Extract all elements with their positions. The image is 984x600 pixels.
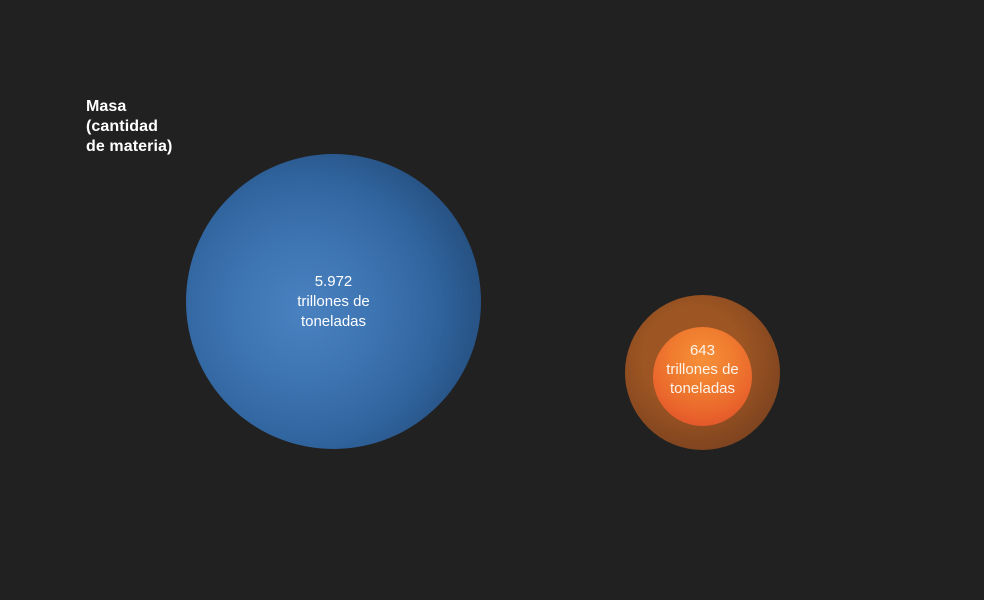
bubble-small-unit-line-2: toneladas <box>669 380 736 397</box>
bubble-small-value: 643 <box>689 342 715 359</box>
bubble-small-label: 643 trillones de toneladas <box>666 341 739 398</box>
chart-title-line-2: (cantidad <box>86 118 159 135</box>
bubble-large-unit-line-2: toneladas <box>300 312 367 330</box>
bubble-large: 5.972 trillones de toneladas <box>186 154 481 449</box>
chart-title-line-3: de materia) <box>86 138 173 155</box>
bubble-large-value: 5.972 <box>314 272 353 290</box>
chart-title-line-1: Masa <box>86 98 127 115</box>
bubble-large-label: 5.972 trillones de toneladas <box>297 272 370 332</box>
bubble-small-unit-line-1: trillones de <box>666 361 739 378</box>
bubble-large-unit-line-1: trillones de <box>297 292 370 310</box>
bubble-small: 643 trillones de toneladas <box>653 327 752 426</box>
chart-title: Masa (cantidad de materia) <box>86 97 172 157</box>
